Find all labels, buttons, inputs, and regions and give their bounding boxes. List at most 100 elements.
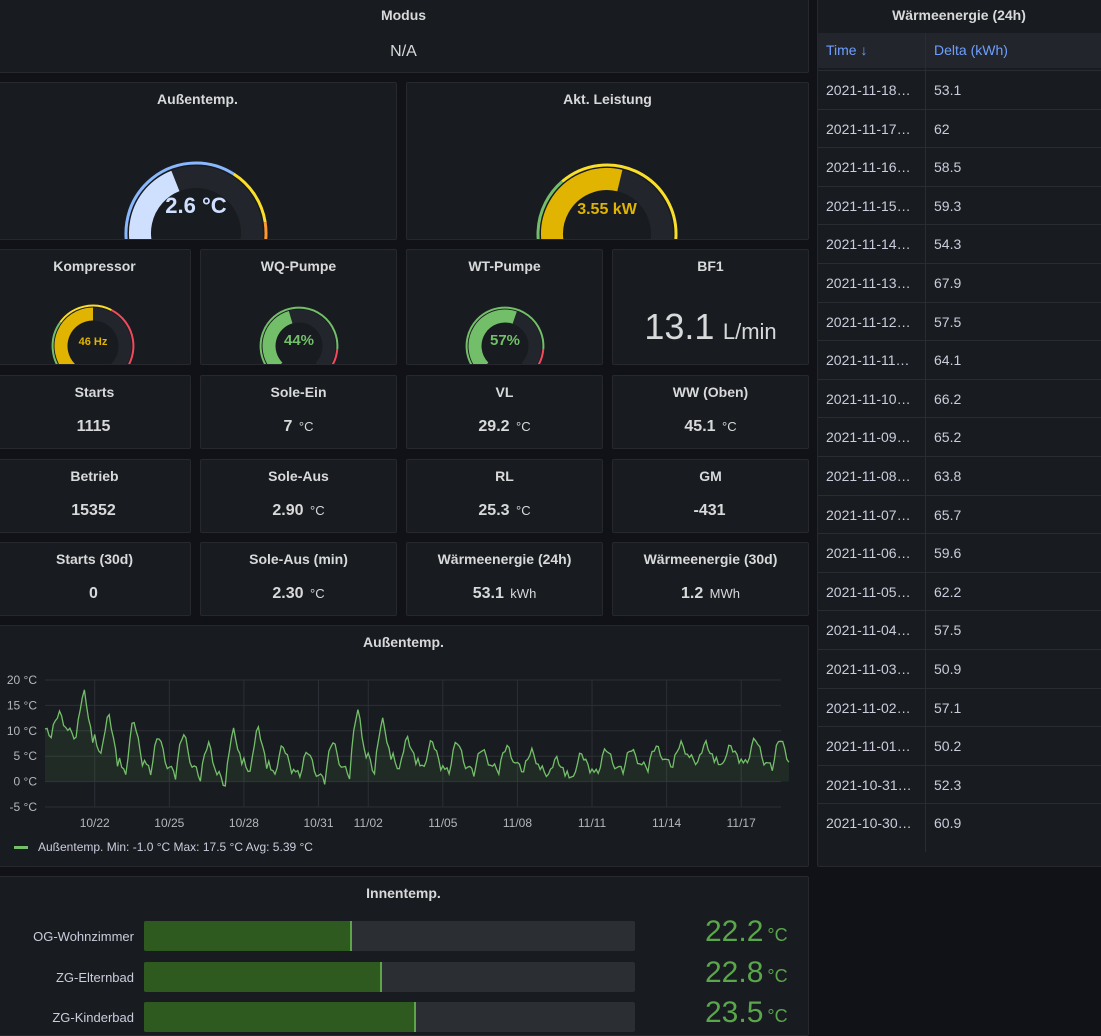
waerme-30d-title: Wärmeenergie (30d) xyxy=(643,551,778,567)
table-row[interactable]: 2021-11-14… 54.3 xyxy=(818,224,1101,264)
sole-aus-unit: °C xyxy=(310,503,325,518)
table-row[interactable]: 2021-11-07… 65.7 xyxy=(818,494,1101,535)
waerme-30d-panel: Wärmeenergie (30d) 1.2 MWh xyxy=(612,542,809,616)
ww-oben-unit: °C xyxy=(722,419,737,434)
cell-delta: 58.5 xyxy=(934,159,962,176)
legend-text: Außentemp. Min: -1.0 °C Max: 17.5 °C Avg… xyxy=(38,840,313,854)
sole-ein-stat: 7 °C xyxy=(201,418,396,436)
cell-time: 2021-10-30… xyxy=(826,815,912,832)
cell-time: 2021-11-01… xyxy=(826,738,911,755)
kompressor-title: Kompressor xyxy=(53,258,136,274)
waerme-table-panel: Wärmeenergie (24h) Time ↓ Delta (kWh) 20… xyxy=(817,0,1101,867)
wt-pumpe-gauge: 57% xyxy=(465,306,545,364)
bar-track xyxy=(144,961,635,992)
cell-time: 2021-11-15… xyxy=(826,197,911,214)
cell-delta: 67.9 xyxy=(934,275,962,291)
kompressor-gauge-threshold xyxy=(110,309,135,364)
ww-oben-stat: 45.1 °C xyxy=(613,418,808,436)
table-row[interactable]: 2021-11-11… 64.1 xyxy=(818,340,1101,380)
leistung-gauge-threshold xyxy=(536,180,564,239)
rl-unit: °C xyxy=(516,503,531,518)
x-tick-label: 11/02 xyxy=(354,816,383,830)
table-row[interactable]: 2021-11-15… 59.3 xyxy=(818,185,1101,226)
y-tick-label: -5 °C xyxy=(10,800,38,814)
bar-track xyxy=(144,1002,635,1032)
waerme-24h-value: 53.1 xyxy=(472,585,504,602)
rl-value: 25.3 xyxy=(478,502,510,519)
cell-delta: 57.5 xyxy=(934,313,962,330)
table-row[interactable]: 2021-10-30… 60.9 xyxy=(818,803,1101,843)
bar-label: OG-Wohnzimmer xyxy=(33,929,134,944)
kompressor-gauge-threshold xyxy=(51,321,62,364)
cell-time: 2021-11-03… xyxy=(826,661,911,677)
gm-panel: GM -431 xyxy=(612,459,809,533)
leistung-gauge-threshold xyxy=(561,163,678,239)
table-row[interactable]: 2021-11-09… 65.2 xyxy=(818,417,1101,457)
sole-aus-panel: Sole-Aus 2.90 °C xyxy=(200,459,397,533)
table-row[interactable]: 2021-11-17… 62 xyxy=(818,108,1101,149)
vl-stat: 29.2 °C xyxy=(407,418,602,436)
cell-delta: 54.3 xyxy=(934,236,962,253)
table-row[interactable]: 2021-11-06… 59.6 xyxy=(818,533,1101,573)
table-row[interactable]: 2021-11-10… 66.2 xyxy=(818,378,1101,419)
sole-ein-unit: °C xyxy=(298,419,314,434)
table-row[interactable]: 2021-11-03… 50.9 xyxy=(818,649,1101,689)
table-row[interactable]: 2021-11-02… 57.1 xyxy=(818,687,1101,728)
sole-aus-value: 2.90 xyxy=(272,502,304,519)
modus-panel: Modus N/A xyxy=(0,0,809,73)
cell-time: 2021-10-31… xyxy=(826,776,912,793)
cell-time: 2021-11-12… xyxy=(826,313,911,330)
betrieb-value: 15352 xyxy=(71,502,116,519)
leistung-gauge-value: 3.55 kW xyxy=(577,201,637,218)
bf1-unit: L/min xyxy=(722,319,777,344)
aussentemp-gauge-title: Außentemp. xyxy=(157,91,238,107)
table-row[interactable]: 2021-11-16… 58.5 xyxy=(818,147,1101,187)
sole-aus-min-title: Sole-Aus (min) xyxy=(249,551,348,567)
col-time-header[interactable]: Time ↓ xyxy=(826,42,868,58)
table-row[interactable]: 2021-10-31… 52.3 xyxy=(818,764,1101,805)
chart-legend[interactable]: Außentemp. Min: -1.0 °C Max: 17.5 °C Avg… xyxy=(14,840,313,854)
x-tick-label: 10/28 xyxy=(229,816,259,830)
bar-value: 23.5 °C xyxy=(705,996,788,1030)
cell-delta: 50.2 xyxy=(934,738,962,755)
starts-30d-stat: 0 xyxy=(0,585,190,603)
cell-delta: 52.3 xyxy=(934,776,962,793)
cell-time: 2021-11-06… xyxy=(826,545,911,562)
table-row[interactable]: 2021-11-05… 62.2 xyxy=(818,571,1101,612)
aussentemp-gauge-panel: Außentemp. 2.6 °C xyxy=(0,82,397,240)
bar-value: 22.2 °C xyxy=(705,915,788,949)
cell-time: 2021-11-17… xyxy=(826,120,911,137)
rl-title: RL xyxy=(495,468,514,484)
aussentemp-gauge-value: 2.6 °C xyxy=(165,193,226,218)
table-row[interactable]: 2021-11-12… 57.5 xyxy=(818,301,1101,342)
table-row[interactable]: 2021-11-13… 67.9 xyxy=(818,263,1101,303)
cell-delta: 62 xyxy=(934,120,950,137)
bar-value-unit: °C xyxy=(767,925,788,945)
vl-panel: VL 29.2 °C xyxy=(406,375,603,449)
table-row[interactable]: 2021-11-04… 57.5 xyxy=(818,610,1101,650)
wt-pumpe-panel: WT-Pumpe 57% xyxy=(406,249,603,365)
kompressor-gauge: 46 Hz xyxy=(51,304,135,364)
starts-30d-title: Starts (30d) xyxy=(55,551,134,567)
leistung-gauge: 3.55 kW xyxy=(536,163,678,239)
sole-aus-min-panel: Sole-Aus (min) 2.30 °C xyxy=(200,542,397,616)
waerme-30d-stat: 1.2 MWh xyxy=(613,585,808,603)
aussentemp-chart-panel: Außentemp. 20 °C 15 °C 10 °C 5 °C 0 °C -5 °C 1… xyxy=(0,625,809,867)
kompressor-panel: Kompressor 46 Hz xyxy=(0,249,191,365)
starts-30d-value: 0 xyxy=(89,585,98,602)
table-row[interactable]: 2021-11-18… 53.1 xyxy=(818,70,1101,110)
aussentemp-chart[interactable]: 20 °C 15 °C 10 °C 5 °C 0 °C -5 °C 10/22 10/25 10… xyxy=(0,656,809,866)
table-row[interactable]: 2021-11-08… 63.8 xyxy=(818,456,1101,496)
bar-fill xyxy=(144,961,382,992)
table-row[interactable]: 2021-11-01… 50.2 xyxy=(818,726,1101,766)
cell-time: 2021-11-16… xyxy=(826,159,911,176)
kompressor-gauge-threshold xyxy=(59,304,112,323)
starts-value: 1115 xyxy=(76,418,111,435)
cell-delta: 64.1 xyxy=(934,352,962,369)
wq-pumpe-gauge: 44% xyxy=(259,306,339,364)
table-header: Time ↓ Delta (kWh) xyxy=(818,33,1101,68)
wq-pumpe-title: WQ-Pumpe xyxy=(260,258,337,274)
cell-delta: 59.6 xyxy=(934,545,962,562)
leistung-gauge-title: Akt. Leistung xyxy=(563,91,652,107)
col-delta-header[interactable]: Delta (kWh) xyxy=(934,42,1008,58)
